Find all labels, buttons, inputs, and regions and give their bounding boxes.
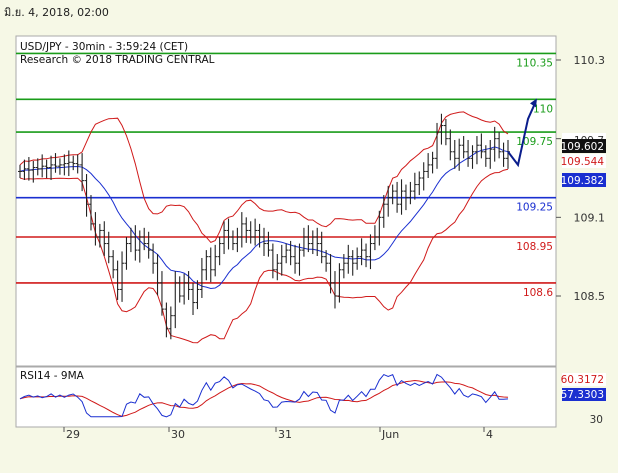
rsi-ma-tag-label: 57.3303 — [561, 389, 604, 401]
header-date: มิ.ย. 4, 2018, 02:00 — [4, 6, 109, 19]
level-label: 108.95 — [516, 241, 553, 253]
rsi-ma-tag — [562, 388, 606, 401]
level-label: 110 — [533, 103, 553, 115]
y-tick-label: 109.1 — [574, 211, 606, 224]
level-label: 108.6 — [523, 287, 553, 299]
bollinger-lower — [19, 168, 509, 344]
bollinger-upper — [19, 111, 509, 243]
price-tag — [562, 173, 606, 187]
rsi-tag-label: 60.3172 — [561, 374, 604, 386]
level-label: 110.35 — [516, 57, 553, 69]
level-label: 109.25 — [516, 202, 553, 214]
y-tick-label: 108.5 — [574, 290, 606, 303]
rsi-tag — [562, 373, 606, 386]
x-tick-label: 4 — [486, 428, 493, 441]
y-tick-label: 110.3 — [574, 54, 606, 67]
x-tick-label: Jun — [381, 428, 399, 441]
symbol-line: USD/JPY - 30min - 3:59:24 (CET) — [20, 41, 188, 53]
x-axis: 29 30 31 Jun 4 — [63, 427, 493, 441]
x-tick-label: 30 — [171, 428, 185, 441]
research-line: Research © 2018 TRADING CENTRAL — [20, 54, 215, 66]
candles-group — [18, 113, 510, 340]
price-tag-label: 109.382 — [561, 175, 604, 187]
price-tag — [562, 154, 606, 168]
price-panel — [15, 35, 557, 367]
levels-group: 110.35 110 109.75 109.25 108.95 108.6 — [16, 52, 556, 299]
forecast-arrow-head — [530, 98, 537, 108]
x-tick-label: 31 — [278, 428, 292, 441]
rsi-panel — [15, 366, 557, 428]
rsi-tags: 60.3172 57.3303 30 — [561, 373, 606, 426]
x-tick-label: 29 — [66, 428, 80, 441]
rsi-y-tick-label: 30 — [590, 414, 603, 426]
price-tag-label: 109.544 — [561, 156, 605, 168]
forecast-line — [507, 102, 536, 168]
price-tag-label: 109.602 — [561, 141, 604, 153]
level-label: 109.75 — [516, 136, 553, 148]
rsi-line — [19, 373, 509, 418]
forecast-arrow — [507, 98, 537, 168]
rsi-label: RSI14 - 9MA — [20, 370, 85, 382]
rsi-lines — [19, 373, 509, 418]
price-tag — [562, 139, 606, 153]
